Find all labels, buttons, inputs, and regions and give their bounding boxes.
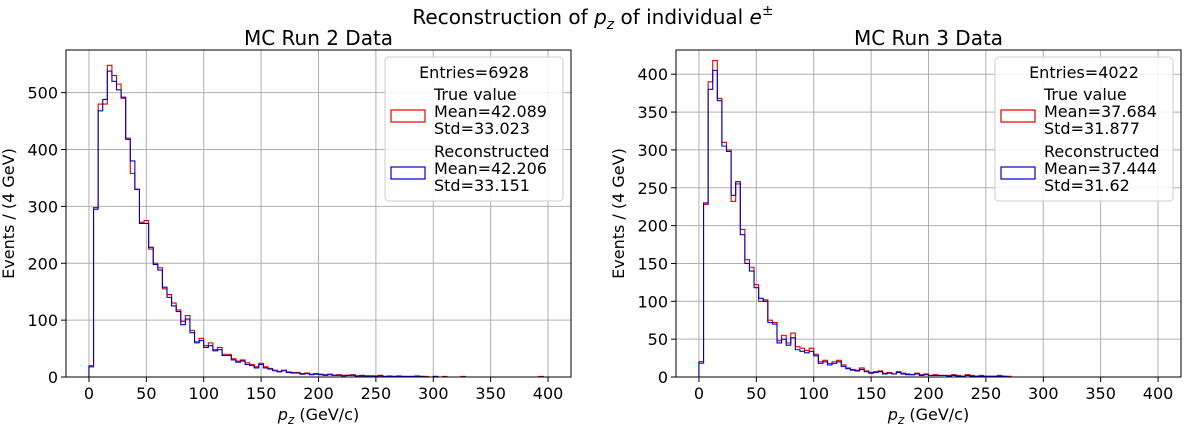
x-axis-label-unit: (GeV/c): [294, 405, 359, 424]
y-tick-label: 200: [637, 217, 668, 236]
legend-header: Entries=6928: [419, 63, 529, 82]
legend-swatch: [390, 166, 426, 180]
x-tick-label: 300: [418, 384, 449, 403]
y-axis-label: Events / (4 GeV): [0, 148, 18, 279]
x-axis-label-var: p: [887, 405, 898, 424]
y-tick-label: 350: [637, 103, 668, 122]
y-tick-label: 200: [27, 254, 58, 273]
x-tick-label: 350: [475, 384, 506, 403]
x-tick-label: 100: [798, 384, 829, 403]
legend-entry-line: True value: [433, 85, 517, 104]
y-tick-label: 400: [27, 141, 58, 160]
chart-title: MC Run 3 Data: [854, 26, 1003, 50]
x-axis-label: pz (GeV/c): [277, 405, 359, 427]
x-tick-label: 50: [136, 384, 156, 403]
legend-header: Entries=4022: [1029, 63, 1139, 82]
x-tick-label: 150: [246, 384, 277, 403]
legend-entry-line: Reconstructed: [434, 142, 549, 161]
x-tick-label: 200: [303, 384, 334, 403]
legend-entry-line: Std=33.023: [434, 119, 530, 138]
y-tick-label: 100: [637, 292, 668, 311]
x-tick-label: 0: [84, 384, 94, 403]
x-tick-label: 400: [533, 384, 564, 403]
chart-title: MC Run 2 Data: [244, 26, 393, 50]
x-tick-label: 50: [746, 384, 766, 403]
legend-box: [994, 56, 1174, 202]
chart-panel-2: MC Run 3 Data 0 50 100 150 200 250 300 350 400 0 50…: [609, 26, 1182, 427]
y-tick-label: 300: [637, 141, 668, 160]
legend-entry-line: True value: [1043, 85, 1127, 104]
y-tick-label: 400: [637, 65, 668, 84]
legend-box: [384, 56, 564, 202]
x-axis-label-sub: z: [287, 413, 295, 427]
legend-swatch: [1000, 109, 1036, 123]
legend-entry-line: Std=33.151: [434, 176, 530, 195]
y-tick-label: 150: [637, 254, 668, 273]
legend-entry-line: Reconstructed: [1044, 142, 1159, 161]
y-tick-label: 500: [27, 84, 58, 103]
x-tick-label: 150: [856, 384, 887, 403]
x-tick-label: 0: [694, 384, 704, 403]
y-tick-label: 100: [27, 311, 58, 330]
legend-swatch: [1000, 166, 1036, 180]
legend-swatch: [390, 109, 426, 123]
legend-entry-line: Std=31.877: [1044, 119, 1140, 138]
legend-entry-line: Std=31.62: [1044, 176, 1130, 195]
legend-entry-line: Mean=37.684: [1044, 102, 1157, 121]
y-tick-label: 250: [637, 179, 668, 198]
legend-entry-line: Mean=42.206: [434, 159, 547, 178]
histogram-series-reconstructed: [698, 69, 1159, 377]
x-axis-label: pz (GeV/c): [887, 405, 969, 427]
x-tick-label: 400: [1143, 384, 1174, 403]
x-axis-label-unit: (GeV/c): [904, 405, 969, 424]
x-tick-label: 300: [1028, 384, 1059, 403]
x-axis-label-var: p: [277, 405, 288, 424]
x-tick-label: 200: [913, 384, 944, 403]
legend-entry-line: Mean=42.089: [434, 102, 547, 121]
x-tick-label: 250: [971, 384, 1002, 403]
x-axis-label-sub: z: [897, 413, 905, 427]
y-tick-label: 300: [27, 197, 58, 216]
y-tick-label: 0: [48, 368, 58, 387]
figure-suptitle: Reconstruction of pz of individual e±: [412, 3, 773, 33]
chart-panel-1: MC Run 2 Data 0 50 100 150 200 250 300 350 400 0 10…: [0, 26, 572, 427]
legend-entry-line: Mean=37.444: [1044, 159, 1157, 178]
y-axis-label: Events / (4 GeV): [609, 148, 628, 279]
x-tick-label: 100: [188, 384, 219, 403]
y-tick-label: 50: [648, 330, 668, 349]
x-tick-label: 350: [1085, 384, 1116, 403]
y-tick-label: 0: [658, 368, 668, 387]
x-tick-label: 250: [361, 384, 392, 403]
